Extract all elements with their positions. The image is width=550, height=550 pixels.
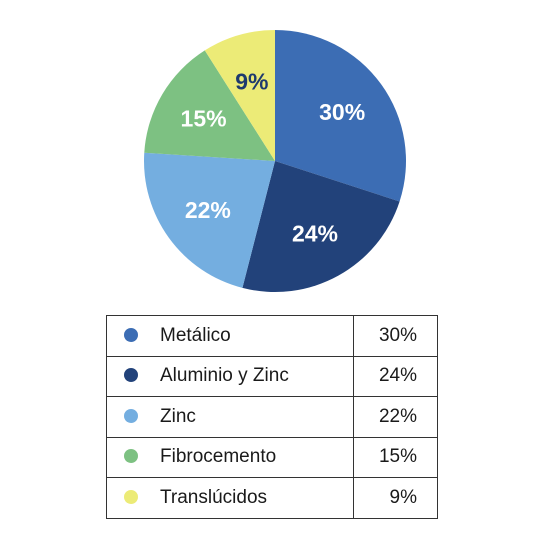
- legend-label-cell: Zinc: [106, 396, 354, 438]
- legend-label-cell: Fibrocemento: [106, 436, 354, 478]
- legend-label: Zinc: [160, 405, 196, 427]
- legend-label-cell: Metálico: [106, 315, 354, 357]
- legend-label: Translúcidos: [160, 486, 268, 508]
- legend-row-fibrocemento: Fibrocemento 15%: [106, 436, 438, 478]
- legend-value: 15%: [353, 436, 438, 478]
- legend-value: 24%: [353, 355, 438, 397]
- swatch-translucidos: [124, 489, 138, 504]
- legend-row-translucidos: Translúcidos 9%: [106, 477, 438, 519]
- legend-table: Metálico 30% Aluminio y Zinc 24% Zinc 22…: [106, 315, 438, 519]
- legend-value: 9%: [353, 477, 438, 519]
- slice-label-translucidos: 9%: [235, 68, 268, 94]
- swatch-fibrocemento: [124, 449, 138, 464]
- legend-row-aluminio-y-zinc: Aluminio y Zinc 24%: [106, 355, 438, 397]
- legend-label-cell: Aluminio y Zinc: [106, 355, 354, 397]
- legend-label: Fibrocemento: [160, 446, 277, 468]
- legend-row-zinc: Zinc 22%: [106, 396, 438, 438]
- pie-chart: 30% 24% 22% 15% 9%: [144, 30, 406, 292]
- swatch-zinc: [124, 408, 138, 423]
- slice-label-zinc: 22%: [185, 197, 231, 223]
- legend-value: 30%: [353, 315, 438, 357]
- swatch-metalico: [124, 327, 138, 342]
- pie-slice-aluminio-y-zinc: [242, 161, 400, 292]
- legend-label: Aluminio y Zinc: [160, 365, 289, 387]
- legend-label-cell: Translúcidos: [106, 477, 354, 519]
- slice-label-fibrocemento: 15%: [181, 106, 227, 132]
- legend-value: 22%: [353, 396, 438, 438]
- pie-slice-metalico: [275, 30, 406, 202]
- pie-slice-fibrocemento: [144, 50, 275, 161]
- legend-row-metalico: Metálico 30%: [106, 315, 438, 357]
- slice-label-aluminio-y-zinc: 24%: [292, 221, 338, 247]
- legend-label: Metálico: [160, 324, 231, 346]
- pie-slice-translucidos: [204, 30, 275, 161]
- slice-label-metalico: 30%: [319, 99, 365, 125]
- pie-slice-zinc: [144, 152, 275, 288]
- swatch-aluminio-y-zinc: [124, 368, 138, 383]
